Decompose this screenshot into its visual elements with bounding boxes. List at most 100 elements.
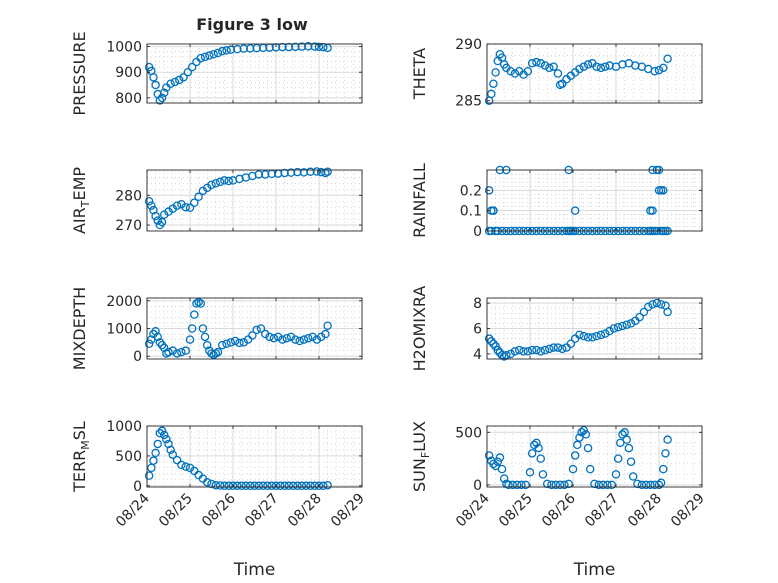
figure-title: Figure 3 low (196, 15, 308, 34)
data-point (321, 329, 330, 339)
data-point (622, 320, 632, 329)
data-point (174, 75, 184, 85)
data-point (181, 346, 190, 355)
data-point (319, 481, 328, 491)
data-point (648, 300, 657, 309)
data-point (265, 332, 274, 342)
data-point (527, 345, 537, 355)
data-point (248, 331, 257, 340)
data-point (213, 347, 223, 357)
data-point (532, 57, 541, 67)
data-point (202, 477, 212, 487)
data-point (301, 481, 311, 491)
data-point (254, 170, 264, 179)
data-point (555, 480, 565, 490)
data-point (534, 443, 543, 453)
data-point (609, 324, 619, 333)
data-point (540, 345, 550, 355)
series-markers (484, 425, 672, 490)
data-point (157, 93, 167, 103)
data-point (226, 45, 236, 54)
data-point (493, 457, 502, 467)
data-point (233, 481, 242, 491)
axes-box (486, 43, 703, 104)
data-point (594, 480, 604, 490)
data-point (280, 481, 289, 491)
data-point (527, 59, 537, 68)
data-point (588, 333, 597, 342)
data-point (521, 480, 530, 490)
data-point (312, 335, 322, 344)
data-point (603, 480, 612, 490)
data-point (618, 430, 627, 439)
data-point (211, 349, 221, 358)
data-point (497, 464, 507, 474)
data-point (276, 481, 285, 491)
data-point (295, 336, 304, 346)
data-point (153, 332, 162, 342)
data-point (639, 307, 649, 317)
data-point (144, 471, 154, 480)
data-point (252, 43, 261, 53)
data-point (551, 480, 561, 490)
data-point (168, 450, 178, 459)
data-point (303, 42, 313, 51)
data-point (293, 481, 302, 491)
data-point (506, 66, 515, 76)
data-point (504, 480, 513, 490)
data-point (628, 472, 638, 481)
data-point (190, 310, 199, 319)
data-point (510, 69, 520, 78)
data-point (523, 66, 533, 76)
data-point (323, 321, 332, 330)
data-point (491, 68, 500, 77)
data-point (622, 435, 632, 444)
data-point (217, 340, 227, 350)
data-point (558, 344, 567, 354)
data-point (284, 481, 294, 491)
data-point (179, 73, 188, 82)
data-point (183, 67, 193, 77)
data-point (159, 430, 169, 440)
data-point (641, 480, 651, 490)
data-point (583, 60, 593, 69)
y-tick-label: 4 (473, 347, 482, 363)
data-point (484, 334, 494, 343)
axes-box (486, 169, 703, 232)
data-point (260, 170, 270, 179)
data-point (278, 42, 287, 52)
data-point (209, 350, 218, 360)
data-point (570, 206, 580, 215)
y-axis-label: AIRTEMP (70, 167, 92, 234)
data-point (181, 462, 190, 471)
y-axis-label: H2OMIXRA (410, 286, 429, 372)
data-point (215, 177, 225, 187)
data-point (613, 322, 623, 332)
data-point (144, 339, 154, 348)
y-tick-label: 8 (473, 296, 482, 312)
data-point (314, 481, 324, 491)
data-point (650, 66, 659, 76)
data-point (278, 335, 287, 344)
data-point (155, 96, 165, 105)
data-point (260, 329, 270, 339)
data-point (162, 434, 171, 444)
data-point (585, 464, 595, 474)
y-tick-label: 290 (455, 37, 482, 53)
data-point (592, 331, 601, 341)
data-point (245, 481, 255, 491)
data-point (566, 339, 576, 348)
data-point (661, 449, 670, 458)
data-point (226, 338, 236, 347)
y-tick-label: 0.1 (460, 204, 482, 220)
data-point (172, 349, 182, 358)
data-point (291, 335, 300, 344)
data-point (205, 51, 214, 60)
data-point (527, 449, 537, 458)
data-point (153, 216, 162, 225)
data-point (222, 46, 231, 55)
y-tick-label: 0 (473, 224, 482, 240)
data-point (297, 42, 307, 51)
